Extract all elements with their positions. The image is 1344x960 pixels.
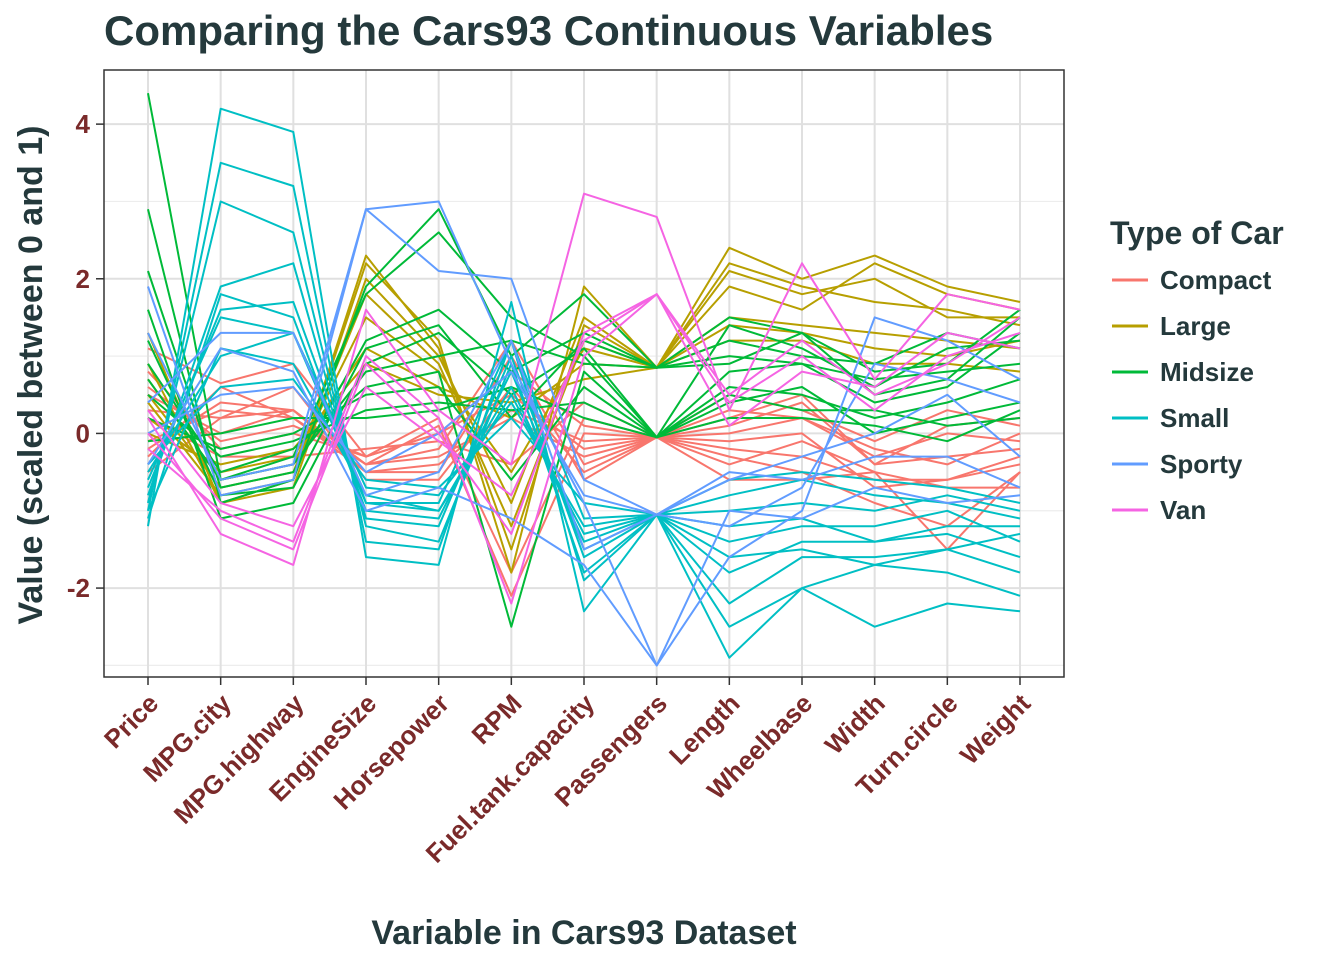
series-line-small	[147, 301, 1021, 543]
series-line-compact	[147, 393, 1021, 597]
series-line-sporty	[147, 208, 1021, 528]
series-line-compact	[147, 370, 1021, 466]
y-axis-title: Value (scaled between 0 and 1)	[12, 126, 50, 625]
chart-title: Comparing the Cars93 Continuous Variable…	[104, 7, 993, 54]
data-lines	[147, 93, 1021, 667]
series-line-small	[147, 200, 1021, 605]
series-line-midsize	[147, 363, 1021, 628]
y-tick-label: 2	[76, 264, 90, 294]
y-tick-label: 4	[76, 109, 91, 139]
legend-label-sporty: Sporty	[1160, 449, 1243, 479]
legend-label-midsize: Midsize	[1160, 357, 1254, 387]
series-line-van	[147, 293, 1021, 605]
series-line-midsize	[147, 386, 1021, 481]
legend: Type of Car Compact Large Midsize Small Spor…	[1110, 215, 1284, 525]
series-line-sporty	[147, 200, 1021, 667]
y-tick-label: -2	[67, 573, 90, 603]
legend-title: Type of Car	[1110, 215, 1284, 251]
legend-label-compact: Compact	[1160, 265, 1272, 295]
x-axis-title: Variable in Cars93 Dataset	[371, 914, 796, 952]
series-line-van	[147, 192, 1021, 566]
series-line-sporty	[147, 331, 1021, 551]
series-line-small	[147, 107, 1021, 659]
series-line-small	[147, 347, 1021, 535]
x-tick-label-rpm: RPM	[466, 688, 528, 750]
y-tick-label: 0	[76, 418, 90, 448]
series-line-sporty	[147, 370, 1021, 516]
legend-label-van: Van	[1160, 495, 1206, 525]
legend-label-small: Small	[1160, 403, 1229, 433]
x-tick-label-price: Price	[98, 688, 164, 754]
x-tick-label-weight: Weight	[954, 688, 1036, 770]
legend-label-large: Large	[1160, 311, 1231, 341]
x-tick-label-mpg-highway: MPG.highway	[168, 688, 310, 830]
series-line-van	[147, 293, 1021, 551]
series-line-van	[147, 293, 1021, 528]
series-line-sporty	[147, 347, 1021, 667]
